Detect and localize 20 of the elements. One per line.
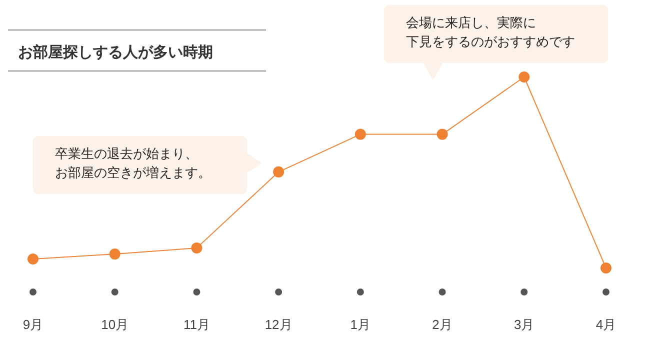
point	[518, 72, 530, 82]
callout: 卒業生の退去が始まり、お部屋の空きが増えます。	[33, 136, 262, 194]
x-tick-label: 3月	[514, 317, 534, 332]
point	[273, 166, 284, 178]
x-tick-label: 4月	[596, 317, 616, 332]
point	[28, 254, 38, 265]
annotation: 卒業生の退去が始まり、お部屋の空きが増えます。	[55, 146, 211, 180]
chart-title: お部屋探しする人が多い時期	[18, 43, 213, 61]
x-tick-label: 1月	[350, 317, 371, 332]
point	[436, 128, 448, 140]
x-tick-label: 2月	[432, 317, 452, 332]
x-tick-label: 10月	[101, 317, 129, 332]
x-tick-label: 9月	[22, 317, 44, 332]
point	[191, 242, 202, 254]
x-tick-label: 12月	[264, 317, 292, 332]
point	[354, 128, 366, 140]
x-tick-label: 11月	[183, 317, 210, 332]
callout: 会場に来店し、実際に下見をするのがおすすめです	[384, 5, 608, 80]
point	[600, 262, 612, 274]
point	[109, 248, 120, 260]
